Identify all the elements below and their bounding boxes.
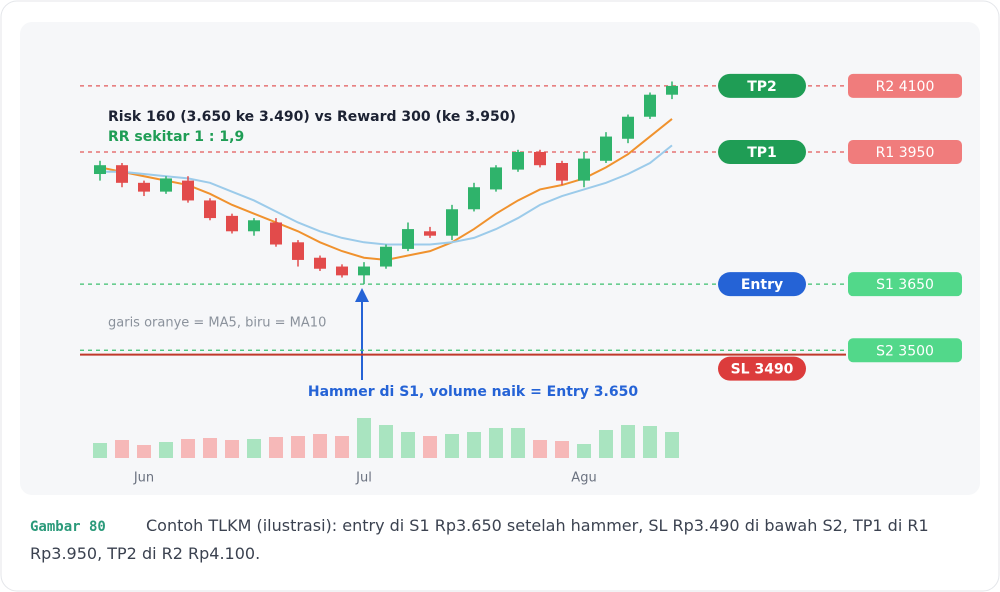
volume-bar <box>291 436 305 458</box>
volume-bar <box>489 428 503 458</box>
candle-body <box>204 200 216 219</box>
volume-bar <box>137 445 151 458</box>
candle-body <box>292 242 304 260</box>
volume-bar <box>467 432 481 458</box>
candle-body <box>512 151 524 170</box>
volume-bar <box>313 434 327 458</box>
candle-body <box>534 151 546 166</box>
volume-bar <box>599 430 613 458</box>
candle-body <box>556 162 568 181</box>
level-tag <box>848 272 962 297</box>
candle-body <box>424 231 436 236</box>
x-tick-label: Jun <box>133 471 154 486</box>
candle-body <box>182 180 194 201</box>
level-pill-label: SL 3490 <box>731 362 794 378</box>
arrow-head <box>355 288 369 302</box>
candle-body <box>490 167 502 190</box>
candle-body <box>270 222 282 245</box>
level-pill-label: Entry <box>741 277 783 293</box>
candle-body <box>94 165 106 175</box>
volume-bar <box>511 428 525 458</box>
level-tag-label: S1 3650 <box>876 277 934 293</box>
candle-body <box>138 182 150 192</box>
level-pill-label: TP1 <box>747 145 777 161</box>
volume-bar <box>115 440 129 458</box>
ma-note: garis oranye = MA5, biru = MA10 <box>108 316 326 331</box>
candle-body <box>578 158 590 181</box>
level-tag-label: R1 3950 <box>876 145 935 161</box>
entry-note: Hammer di S1, volume naik = Entry 3.650 <box>308 384 638 400</box>
volume-bar <box>335 436 349 458</box>
volume-bar <box>445 434 459 458</box>
candle-body <box>666 85 678 95</box>
candle-body <box>160 178 172 192</box>
volume-bar <box>203 438 217 458</box>
candle-body <box>358 266 370 276</box>
volume-bar <box>555 441 569 458</box>
level-tag <box>848 139 962 164</box>
volume-bar <box>621 425 635 458</box>
volume-bar <box>247 439 261 458</box>
x-tick-label: Agu <box>571 471 596 486</box>
caption-label: Gambar 80 <box>30 519 106 535</box>
volume-bar <box>181 439 195 458</box>
level-pill <box>718 139 806 164</box>
candle-body <box>468 187 480 210</box>
candle-body <box>402 229 414 249</box>
candle-body <box>380 246 392 267</box>
risk-note: Risk 160 (3.650 ke 3.490) vs Reward 300 … <box>108 109 516 125</box>
candle-body <box>314 257 326 269</box>
volume-bar <box>533 440 547 458</box>
volume-bar <box>401 432 415 458</box>
candle-body <box>446 209 458 236</box>
level-pill <box>718 272 806 297</box>
level-pill <box>718 73 806 98</box>
volume-bar <box>225 440 239 458</box>
rr-note: RR sekitar 1 : 1,9 <box>108 129 244 145</box>
candle-body <box>336 266 348 276</box>
level-tag <box>848 338 962 363</box>
candle-body <box>644 94 656 117</box>
level-tag-label: S2 3500 <box>876 343 934 359</box>
level-pill <box>718 356 806 381</box>
level-tag <box>848 73 962 98</box>
volume-bar <box>423 436 437 458</box>
caption-text: Contoh TLKM (ilustrasi): entry di S1 Rp3… <box>30 516 929 563</box>
level-tag-label: R2 4100 <box>876 79 935 95</box>
candle-body <box>248 220 260 232</box>
candle-body <box>116 165 128 183</box>
volume-bar <box>643 426 657 458</box>
volume-bar <box>357 418 371 458</box>
candle-body <box>226 215 238 232</box>
chart-panel <box>20 22 980 495</box>
volume-bar <box>93 443 107 458</box>
level-pill-label: TP2 <box>747 79 777 95</box>
volume-bar <box>379 425 393 458</box>
volume-bar <box>577 444 591 458</box>
volume-bar <box>159 442 173 458</box>
candle-body <box>600 136 612 161</box>
candle-body <box>622 116 634 139</box>
x-tick-label: Jul <box>355 471 372 486</box>
volume-bar <box>269 437 283 458</box>
volume-bar <box>665 432 679 458</box>
